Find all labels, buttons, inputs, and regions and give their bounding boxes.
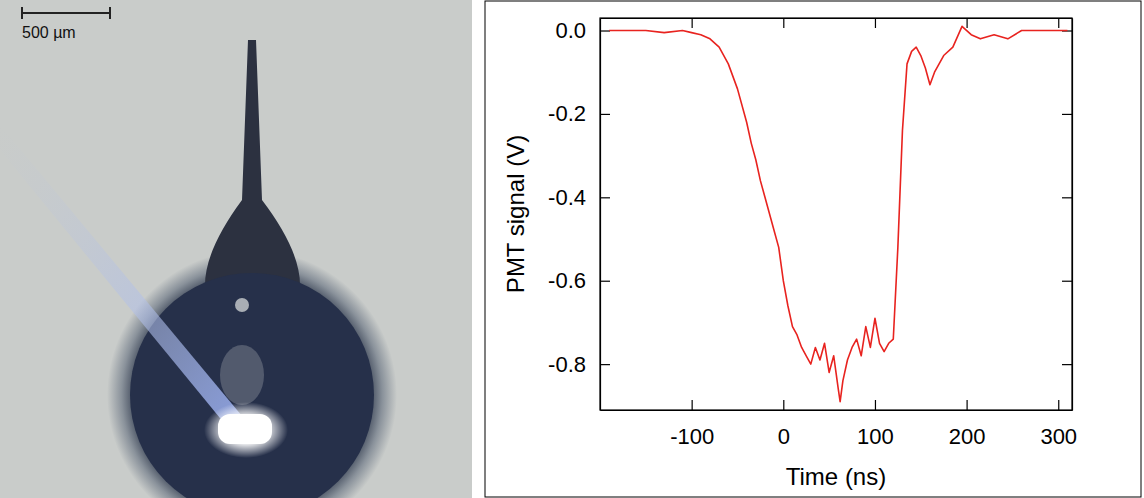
x-axis-title: Time (ns) [786,463,886,490]
laser-beam [0,125,252,440]
y-axis-right [1062,19,1073,411]
x-axis-top [601,18,1073,28]
needle [205,40,300,285]
tick [783,18,784,28]
tick: 200 [949,400,986,449]
tick: -0.4 [548,185,610,210]
tick-label: 0 [778,424,790,449]
tick-mark [1062,114,1072,115]
tick-mark [600,30,610,31]
y-axis-title: PMT signal (V) [502,135,529,293]
tick [875,18,876,28]
tick-mark [600,114,610,115]
tick-mark [967,400,968,410]
tick: 0.0 [555,18,610,43]
tick-label: -0.2 [548,101,586,126]
y-axis: 0.0 -0.2 -0.4 -0.6 -0.8 [548,18,610,410]
scale-bar-label: 500 µm [22,24,76,41]
tick-mark [600,281,610,282]
scale-bar: 500 µm [22,7,110,41]
tick-mark [692,18,693,28]
tick-label: 300 [1040,424,1077,449]
tick-mark [692,400,693,410]
tick [1062,197,1072,198]
droplet-halo [107,250,397,498]
tick-label: -100 [670,424,714,449]
tick-mark [1058,18,1059,28]
panel-border [485,1,1141,497]
tick: 0 [778,400,790,449]
tick: 100 [857,400,894,449]
plot-area [609,26,1067,401]
x-axis: -100 0 100 200 300 [601,400,1078,449]
tick-label: -0.6 [548,268,586,293]
scale-bar-end [21,7,23,19]
tick-label: -0.4 [548,185,586,210]
tick: -0.2 [548,101,610,126]
tick-label: 200 [949,424,986,449]
tick-mark [1062,197,1072,198]
tick [1062,281,1072,282]
scale-bar-end [109,7,111,19]
tick-mark [1062,281,1072,282]
tick [692,18,693,28]
tick-mark [783,400,784,410]
bubble [235,298,249,312]
reflection [220,345,264,405]
tick-mark [600,197,610,198]
tick [967,18,968,28]
scale-bar-line [22,12,110,14]
photo-background [0,0,472,498]
tick-mark [875,400,876,410]
tick-mark [600,364,610,365]
tick [1058,18,1059,28]
photo: 500 µm [0,0,472,498]
bright-spot-core [218,414,272,444]
tick [1062,114,1072,115]
bright-spot [204,402,288,458]
signal-line [609,26,1067,401]
plot-frame [600,18,1072,410]
tick-mark [875,18,876,28]
tick-mark [1062,364,1072,365]
tick-mark [1058,400,1059,410]
tick-label: -0.8 [548,352,586,377]
tick-mark [967,18,968,28]
page: 500 µm -100 0 100 200 300 0.0 -0.2 -0.4 -0.6 -0.8 T… [0,0,1144,498]
tick-mark [783,18,784,28]
droplet [130,273,374,498]
tick: -0.6 [548,268,610,293]
tick: -100 [670,400,714,449]
tick-label: 100 [857,424,894,449]
tick-label: 0.0 [555,18,586,43]
tick [1062,364,1072,365]
tick: -0.8 [548,352,610,377]
